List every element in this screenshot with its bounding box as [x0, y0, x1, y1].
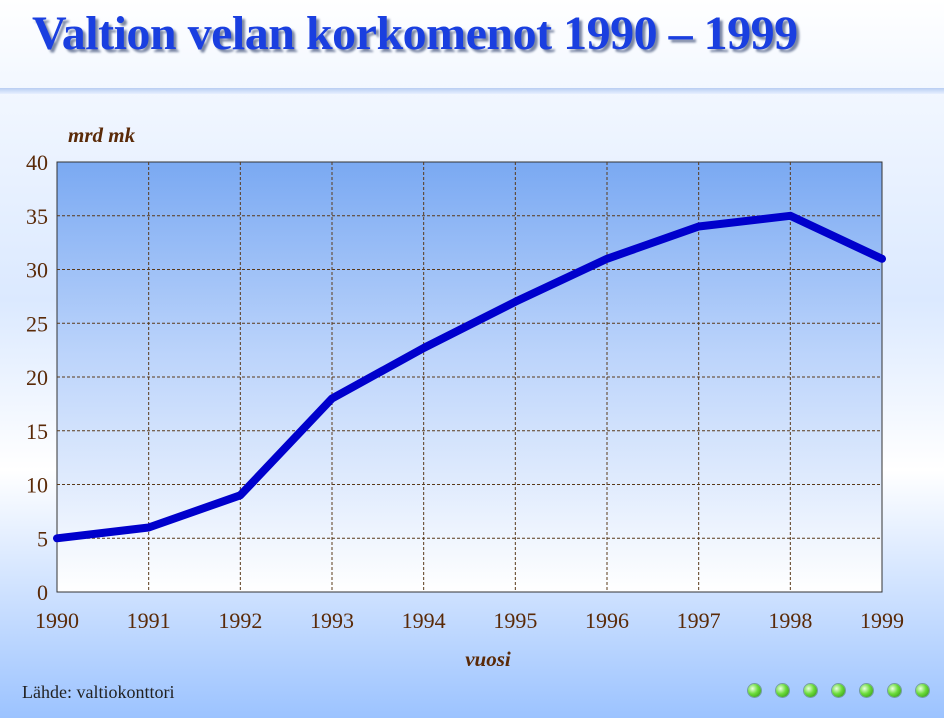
green-dot-icon	[776, 684, 789, 697]
y-tick-label: 10	[26, 473, 48, 498]
x-tick-label: 1995	[493, 608, 537, 633]
data-point	[237, 492, 244, 499]
y-axis-ticks: 0 5 10 15 20 25 30 35 40	[26, 150, 48, 605]
x-tick-label: 1999	[860, 608, 904, 633]
y-tick-label: 35	[26, 204, 48, 229]
green-dot-icon	[860, 684, 873, 697]
data-point	[879, 255, 885, 262]
y-tick-label: 15	[26, 419, 48, 444]
y-tick-label: 5	[37, 526, 48, 551]
green-dot-icon	[832, 684, 845, 697]
y-tick-label: 30	[26, 258, 48, 283]
data-point	[512, 298, 519, 305]
title-divider	[0, 88, 944, 94]
x-tick-label: 1990	[35, 608, 79, 633]
green-dot-icon	[804, 684, 817, 697]
data-point	[604, 255, 610, 262]
x-tick-label: 1997	[677, 608, 721, 633]
data-point	[329, 395, 335, 402]
x-axis-label: vuosi	[465, 647, 511, 671]
grid-lines	[57, 162, 882, 592]
source-note: Lähde: valtiokonttori	[22, 682, 175, 702]
green-dot-icon	[748, 684, 761, 697]
page-title: Valtion velan korkomenot 1990 – 1999	[32, 7, 798, 60]
y-tick-label: 0	[37, 580, 48, 605]
x-tick-label: 1994	[402, 608, 446, 633]
series-points	[54, 212, 885, 542]
x-tick-label: 1996	[585, 608, 629, 633]
y-tick-label: 25	[26, 311, 48, 336]
series-line	[53, 211, 886, 543]
nav-dots	[748, 684, 929, 697]
x-tick-label: 1992	[218, 608, 262, 633]
data-point	[695, 223, 702, 230]
x-tick-label: 1991	[127, 608, 171, 633]
x-tick-label: 1998	[768, 608, 812, 633]
data-point	[54, 535, 60, 542]
x-tick-label: 1993	[310, 608, 354, 633]
data-point	[787, 212, 794, 219]
x-axis-ticks: 1990 1991 1992 1993 1994 1995 1996 1997 1998 1999	[35, 608, 904, 633]
green-dot-icon	[916, 684, 929, 697]
y-tick-label: 40	[26, 150, 48, 175]
data-point	[145, 524, 152, 531]
green-dot-icon	[888, 684, 901, 697]
y-tick-label: 20	[26, 365, 48, 390]
y-axis-label: mrd mk	[68, 123, 136, 147]
data-point	[420, 344, 427, 351]
